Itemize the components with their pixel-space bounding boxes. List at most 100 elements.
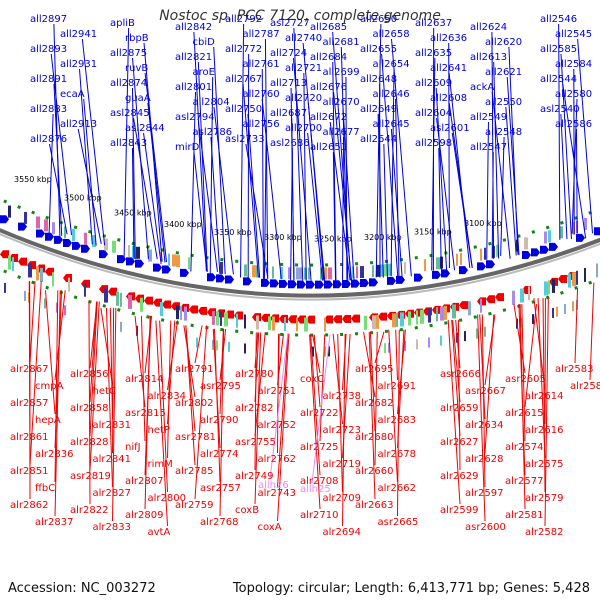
- forward-feature-bar: [288, 267, 291, 280]
- top-leader-line: [53, 23, 61, 236]
- inner-feature-bar: [484, 326, 486, 337]
- bottom-gene-label: coxC: [300, 374, 324, 385]
- top-gene-label: asl2686: [270, 138, 310, 149]
- forward-gene-arrow: [459, 266, 468, 275]
- inner-feature-bar: [428, 337, 430, 348]
- bottom-gene-label: alr2709: [323, 493, 361, 504]
- top-leader-line: [342, 106, 355, 280]
- forward-gene-arrow: [540, 245, 549, 254]
- reverse-feature-bar: [296, 317, 298, 332]
- scale-label: 3150 kbp: [414, 228, 452, 237]
- bottom-leader-line: [185, 325, 196, 466]
- top-gene-label: all2843: [110, 138, 147, 149]
- top-gene-label: all2544: [540, 74, 577, 85]
- top-leader-line: [491, 91, 511, 259]
- bottom-leader-line: [29, 281, 36, 364]
- bottom-gene-label: alr2827: [93, 488, 131, 499]
- forward-feature-bar: [172, 254, 176, 267]
- inner-feature-bar: [324, 346, 326, 357]
- bottom-gene-label: alr2833: [93, 522, 131, 533]
- top-leader-line: [562, 83, 587, 239]
- reverse-gene-arrow: [63, 273, 72, 282]
- forward-feature-bar: [388, 263, 392, 276]
- top-leader-line: [143, 132, 162, 262]
- inner-feature-bar: [196, 337, 198, 348]
- bottom-leader-line: [537, 298, 546, 459]
- bottom-gene-label: alr2814: [125, 374, 163, 385]
- forward-gene-arrow: [477, 262, 486, 271]
- reverse-gene-arrow: [459, 301, 468, 310]
- bottom-gene-label: alr2861: [10, 432, 48, 443]
- inner-feature-bar: [552, 307, 554, 318]
- reverse-feature-bar: [68, 277, 70, 292]
- bottom-gene-label: alr2834: [148, 391, 186, 402]
- reverse-feature-bar: [84, 282, 86, 297]
- bottom-gene-label: alr2691: [378, 381, 416, 392]
- top-leader-line: [131, 147, 135, 259]
- scale-labels: 3550 kbp 3500 kbp 3450 kbp 3400 kbp 3350 kbp…: [14, 175, 502, 244]
- forward-feature-bar: [360, 266, 364, 279]
- top-leader-line: [264, 38, 269, 280]
- top-gene-label: all2740: [285, 33, 322, 44]
- bottom-gene-label: alr2802: [175, 398, 213, 409]
- reverse-gene-arrow: [351, 314, 360, 323]
- top-gene-label: all2842: [175, 22, 212, 33]
- bottom-gene-label: asr2755: [235, 437, 276, 448]
- bottom-gene-label: alr2616: [525, 425, 563, 436]
- forward-feature-bar: [104, 238, 108, 251]
- top-gene-label: all2676: [310, 82, 347, 93]
- top-leader-line: [571, 98, 578, 234]
- reverse-feature-bar: [400, 312, 404, 327]
- forward-feature-bar: [304, 267, 307, 280]
- top-gene-label: all2876: [30, 134, 67, 145]
- reverse-feature-bar: [304, 317, 308, 332]
- bottom-gene-label: hetP: [148, 425, 170, 436]
- top-gene-label: all2883: [30, 104, 67, 115]
- bottom-gene-label: alr2659: [440, 403, 478, 414]
- top-gene-label: all2913: [60, 119, 97, 130]
- reverse-feature-bar: [176, 305, 179, 320]
- top-gene-label: all2545: [555, 29, 592, 40]
- bottom-leader-line: [332, 333, 343, 425]
- bottom-gene-label: alr2867: [10, 364, 48, 375]
- top-leader-line: [391, 38, 412, 277]
- top-leader-line: [307, 102, 326, 281]
- top-leader-line: [197, 121, 218, 273]
- bottom-gene-label: alr2579: [525, 493, 563, 504]
- reverse-feature-bar: [548, 280, 550, 295]
- bottom-gene-label: alr2634: [465, 420, 503, 431]
- forward-feature-bar: [168, 253, 170, 266]
- bottom-gene-label: asr2795: [200, 381, 241, 392]
- reverse-feature-bar: [224, 312, 228, 327]
- genome-backbone-shadow: [0, 233, 600, 301]
- inner-feature-bar: [56, 302, 58, 313]
- forward-gene-arrow: [117, 255, 126, 264]
- top-gene-label: all2655: [360, 44, 397, 55]
- forward-gene-arrow: [342, 279, 351, 288]
- top-leader-line: [303, 72, 307, 281]
- reverse-feature-bar: [596, 263, 598, 278]
- reverse-feature-bar: [364, 315, 367, 330]
- pseudo-leader-line: [311, 334, 331, 484]
- top-gene-label: rbpB: [125, 33, 149, 44]
- bottom-gene-label: alr2583: [555, 364, 593, 375]
- forward-gene-arrow: [63, 238, 72, 247]
- reverse-feature-bar: [28, 263, 32, 278]
- bottom-leader-line: [194, 325, 208, 500]
- forward-feature-bar: [220, 261, 223, 274]
- forward-gene-arrow: [576, 233, 585, 242]
- top-gene-label: all2875: [110, 48, 147, 59]
- bottom-gene-label: asr2605: [505, 374, 546, 385]
- bottom-gene-label: alr2791: [175, 364, 213, 375]
- top-leader-line: [190, 91, 197, 272]
- reverse-feature-bar: [244, 314, 246, 329]
- forward-feature-bar: [300, 267, 302, 280]
- bottom-leader-line: [88, 301, 91, 505]
- top-gene-label: all2624: [470, 22, 507, 33]
- forward-feature-bar: [496, 244, 499, 257]
- reverse-feature-bar: [236, 313, 238, 328]
- inner-feature-bar: [64, 305, 66, 316]
- forward-gene-arrow: [216, 274, 225, 283]
- forward-feature-bar: [92, 235, 96, 248]
